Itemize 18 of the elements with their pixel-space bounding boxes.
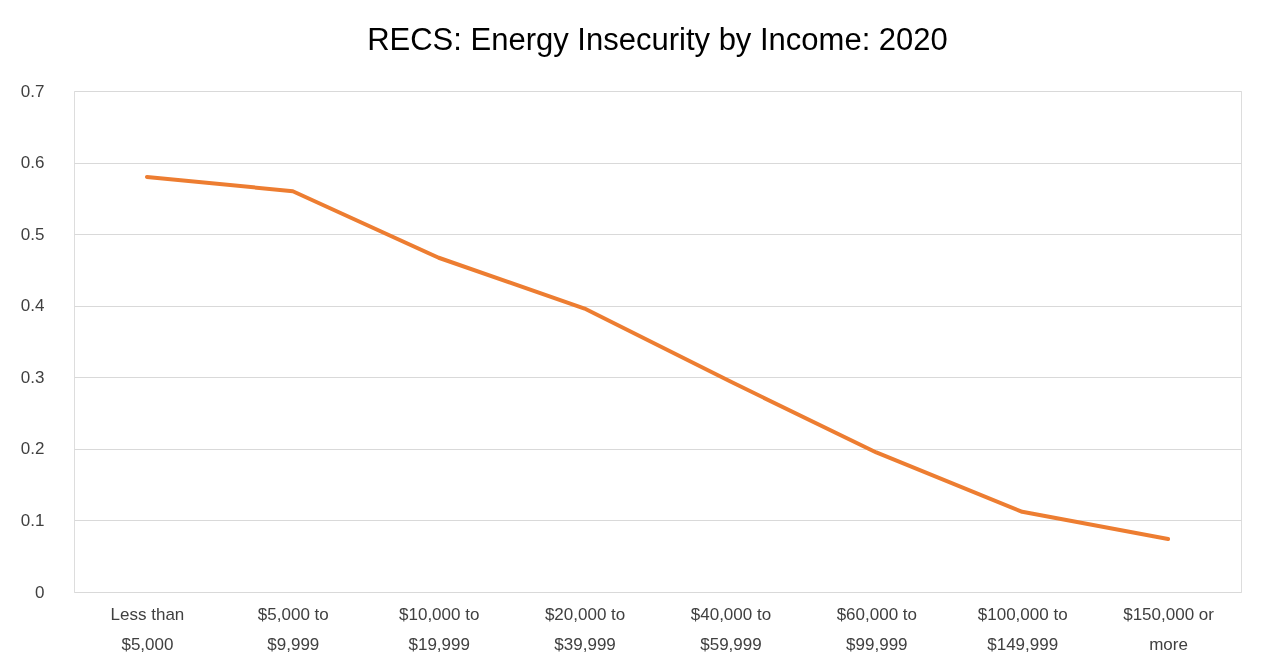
x-tick-label: $10,000 to $19,999 xyxy=(399,604,480,654)
y-tick-label: 0.3 xyxy=(20,367,45,387)
y-tick-label: 0.4 xyxy=(20,296,45,316)
x-tick-label: $40,000 to $59,999 xyxy=(690,604,772,654)
y-tick-label: 0.2 xyxy=(20,439,45,459)
x-tick-label: $100,000 to $149,999 xyxy=(977,604,1068,654)
y-tick-label: 0.7 xyxy=(20,81,45,101)
x-tick-label: $150,000 or more xyxy=(1123,604,1215,654)
x-tick-label: $5,000 to $9,999 xyxy=(257,604,329,654)
y-tick-label: 0.6 xyxy=(20,153,45,173)
x-tick-label: $60,000 to $99,999 xyxy=(836,604,917,654)
y-tick-label: 0.5 xyxy=(20,224,45,244)
line-series xyxy=(144,174,1171,542)
y-tick-label: 0.1 xyxy=(20,510,45,530)
chart-title: RECS: Energy Insecurity by Income: 2020 xyxy=(367,22,948,57)
x-tick-label: Less than $5,000 xyxy=(110,604,185,654)
x-tick-label: $20,000 to $39,999 xyxy=(544,604,626,654)
y-tick-label: 0 xyxy=(35,582,45,602)
